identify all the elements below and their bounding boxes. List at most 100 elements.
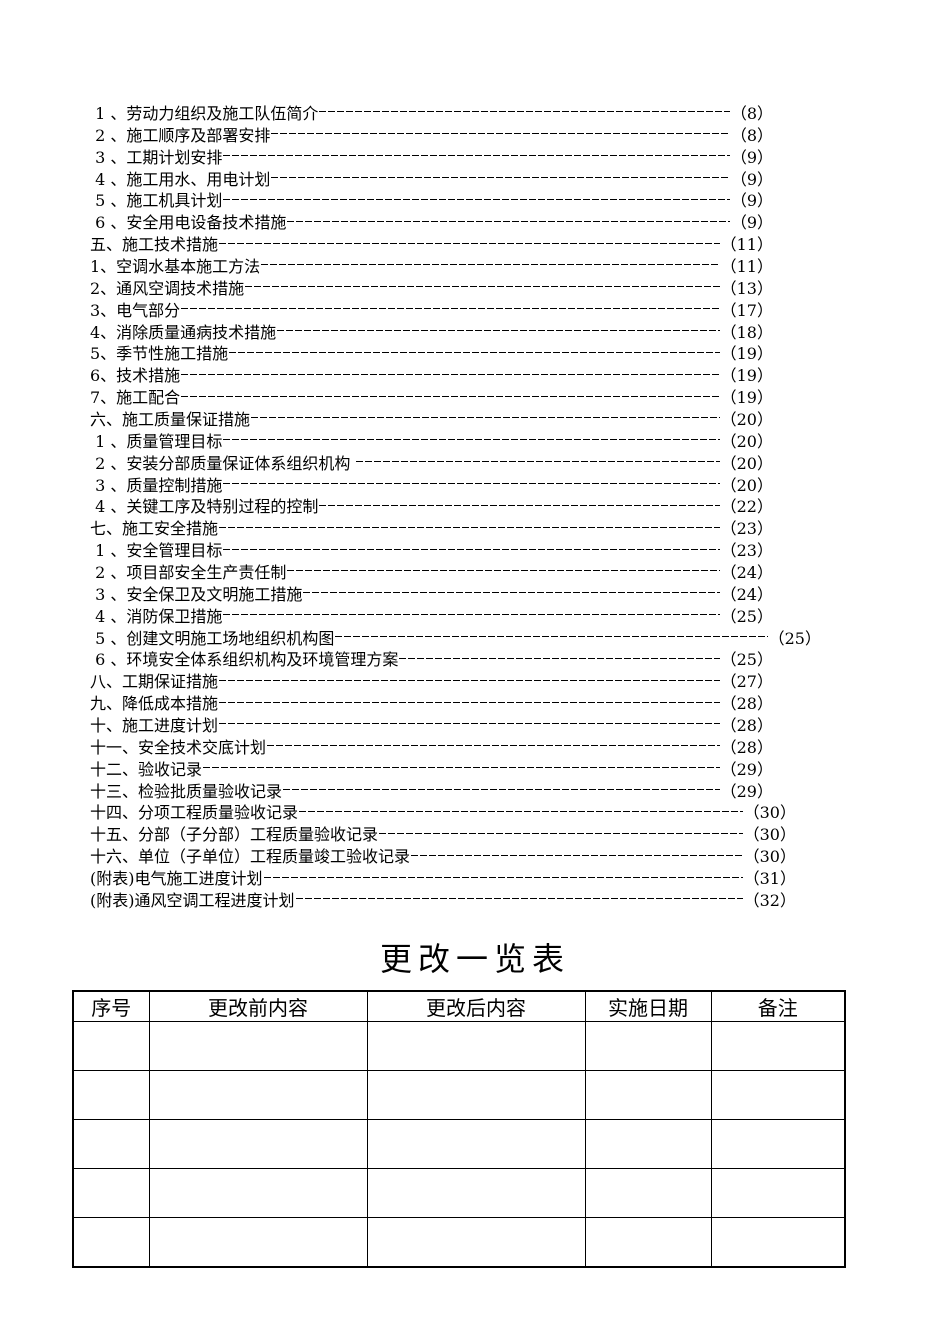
table-cell[interactable] bbox=[710, 1070, 846, 1120]
table-cell[interactable] bbox=[148, 1217, 368, 1268]
toc-entry[interactable]: 4 、关键工序及特别过程的控制 （22） bbox=[90, 494, 773, 516]
toc-entry[interactable]: 3 、工期计划安排 （9） bbox=[90, 145, 773, 167]
toc-leader-line bbox=[223, 548, 720, 550]
toc-entry[interactable]: 十一、安全技术交底计划 （28） bbox=[90, 735, 773, 757]
toc-entry-page: （28） bbox=[720, 737, 773, 757]
toc-entry-page: （11） bbox=[720, 235, 773, 255]
table-cell[interactable] bbox=[710, 1217, 846, 1268]
table-cell[interactable] bbox=[148, 1168, 368, 1218]
toc-leader-line bbox=[335, 636, 768, 638]
toc-leader-line bbox=[229, 351, 720, 353]
toc-entry[interactable]: 十五、分部（子分部）工程质量验收记录 （30） bbox=[90, 822, 796, 844]
toc-entry[interactable]: 6 、安全用电设备技术措施 （9） bbox=[90, 210, 773, 232]
toc-entry[interactable]: 4 、消防保卫措施 （25） bbox=[90, 604, 773, 626]
toc-leader-line bbox=[283, 789, 720, 791]
toc-entry[interactable]: 2 、项目部安全生产责任制 （24） bbox=[90, 560, 773, 582]
table-cell[interactable] bbox=[584, 1070, 712, 1120]
toc-entry[interactable]: 4 、施工用水、用电计划 （9） bbox=[90, 167, 773, 189]
toc-entry[interactable]: 3 、安全保卫及文明施工措施 （24） bbox=[90, 582, 773, 604]
toc-entry-title: 十六、单位（子单位）工程质量竣工验收记录 bbox=[90, 847, 411, 867]
table-cell[interactable] bbox=[584, 1021, 712, 1071]
toc-entry-page: （9） bbox=[730, 213, 773, 233]
toc-entry[interactable]: 六、施工质量保证措施 （20） bbox=[90, 407, 773, 429]
toc-entry[interactable]: 十四、分项工程质量验收记录 （30） bbox=[90, 801, 796, 822]
toc-leader-line bbox=[203, 767, 720, 769]
toc-entry[interactable]: 6 、环境安全体系组织机构及环境管理方案 （25） bbox=[90, 647, 773, 669]
toc-entry[interactable]: 七、施工安全措施 （23） bbox=[90, 516, 773, 538]
toc-entry[interactable]: 7、施工配合 （19） bbox=[90, 385, 773, 407]
table-cell[interactable] bbox=[366, 1070, 586, 1120]
toc-leader-line bbox=[219, 701, 720, 703]
toc-entry[interactable]: 十二、验收记录 （29） bbox=[90, 757, 773, 779]
toc-entry[interactable]: 5 、施工机具计划 （9） bbox=[90, 188, 773, 210]
table-cell[interactable] bbox=[72, 1217, 150, 1268]
toc-entry[interactable]: 八、工期保证措施 （27） bbox=[90, 669, 773, 691]
table-cell[interactable] bbox=[148, 1021, 368, 1071]
table-row bbox=[72, 1217, 846, 1268]
table-cell[interactable] bbox=[366, 1119, 586, 1169]
table-cell[interactable] bbox=[584, 1119, 712, 1169]
toc-entry-page: （18） bbox=[720, 322, 773, 342]
toc-entry-page: （20） bbox=[720, 409, 773, 429]
table-cell[interactable] bbox=[72, 1119, 150, 1169]
table-of-contents: 1 、劳动力组织及施工队伍简介 （8） 2 、施工顺序及部署安排 （8） 3 、工期… bbox=[90, 101, 821, 910]
table-cell[interactable] bbox=[72, 1070, 150, 1120]
toc-entry[interactable]: 5、季节性施工措施 （19） bbox=[90, 341, 773, 363]
toc-leader-line bbox=[223, 155, 730, 157]
toc-entry-page: （20） bbox=[720, 475, 773, 495]
toc-entry[interactable]: (附表)电气施工进度计划 （31） bbox=[90, 866, 796, 888]
toc-entry[interactable]: (附表)通风空调工程进度计划 （32） bbox=[90, 888, 796, 910]
table-cell[interactable] bbox=[710, 1168, 846, 1218]
toc-entry[interactable]: 2 、施工顺序及部署安排 （8） bbox=[90, 123, 773, 145]
table-row bbox=[72, 1119, 846, 1169]
toc-entry[interactable]: 2 、安装分部质量保证体系组织机构 （20） bbox=[90, 451, 773, 473]
toc-leader-line bbox=[319, 504, 720, 506]
toc-entry[interactable]: 4、消除质量通病技术措施 （18） bbox=[90, 320, 773, 342]
table-cell[interactable] bbox=[148, 1070, 368, 1120]
toc-entry[interactable]: 6、技术措施 （19） bbox=[90, 363, 773, 385]
toc-entry-title: 4 、施工用水、用电计划 bbox=[90, 169, 271, 189]
toc-entry[interactable]: 十六、单位（子单位）工程质量竣工验收记录 （30） bbox=[90, 844, 796, 866]
toc-entry[interactable]: 3 、质量控制措施 （20） bbox=[90, 473, 773, 495]
toc-entry-title: 3 、质量控制措施 bbox=[90, 475, 223, 495]
table-cell[interactable] bbox=[366, 1021, 586, 1071]
toc-entry-page: （17） bbox=[720, 300, 773, 320]
toc-entry[interactable]: 2、通风空调技术措施 （13） bbox=[90, 276, 773, 298]
toc-entry[interactable]: 九、降低成本措施 （28） bbox=[90, 691, 773, 713]
toc-entry-title: 7、施工配合 bbox=[90, 388, 181, 408]
toc-leader-line bbox=[223, 439, 720, 441]
toc-entry[interactable]: 5 、创建文明施工场地组织机构图 （25） bbox=[90, 626, 821, 648]
toc-entry-title: 1 、劳动力组织及施工队伍简介 bbox=[90, 103, 319, 123]
toc-entry-page: （11） bbox=[720, 256, 773, 276]
table-cell[interactable] bbox=[148, 1119, 368, 1169]
toc-entry[interactable]: 1 、安全管理目标 （23） bbox=[90, 538, 773, 560]
toc-entry[interactable]: 1 、劳动力组织及施工队伍简介 （8） bbox=[90, 101, 773, 123]
toc-leader-line bbox=[411, 854, 743, 856]
table-cell[interactable] bbox=[710, 1021, 846, 1071]
toc-entry[interactable]: 1 、质量管理目标 （20） bbox=[90, 429, 773, 451]
toc-entry[interactable]: 十、施工进度计划 （28） bbox=[90, 713, 773, 735]
toc-entry-page: （30） bbox=[743, 847, 796, 867]
toc-entry-title: 3、电气部分 bbox=[90, 300, 181, 320]
toc-entry-title: 十一、安全技术交底计划 bbox=[90, 737, 267, 757]
table-cell[interactable] bbox=[584, 1217, 712, 1268]
toc-entry[interactable]: 十三、检验批质量验收记录 （29） bbox=[90, 779, 773, 801]
toc-leader-line bbox=[287, 220, 730, 222]
toc-entry[interactable]: 3、电气部分 （17） bbox=[90, 298, 773, 320]
table-cell[interactable] bbox=[72, 1021, 150, 1071]
header-date: 实施日期 bbox=[584, 990, 712, 1022]
table-cell[interactable] bbox=[710, 1119, 846, 1169]
toc-entry-title: 六、施工质量保证措施 bbox=[90, 409, 251, 429]
toc-entry-title: 七、施工安全措施 bbox=[90, 519, 219, 539]
toc-entry-page: （24） bbox=[720, 562, 773, 582]
toc-leader-line bbox=[219, 723, 720, 725]
toc-entry[interactable]: 五、施工技术措施 （11） bbox=[90, 232, 773, 254]
table-cell[interactable] bbox=[584, 1168, 712, 1218]
table-row bbox=[72, 1070, 846, 1120]
table-cell[interactable] bbox=[72, 1168, 150, 1218]
toc-entry[interactable]: 1、空调水基本施工方法 （11） bbox=[90, 254, 773, 276]
table-cell[interactable] bbox=[366, 1217, 586, 1268]
toc-leader-line bbox=[299, 810, 743, 812]
table-cell[interactable] bbox=[366, 1168, 586, 1218]
